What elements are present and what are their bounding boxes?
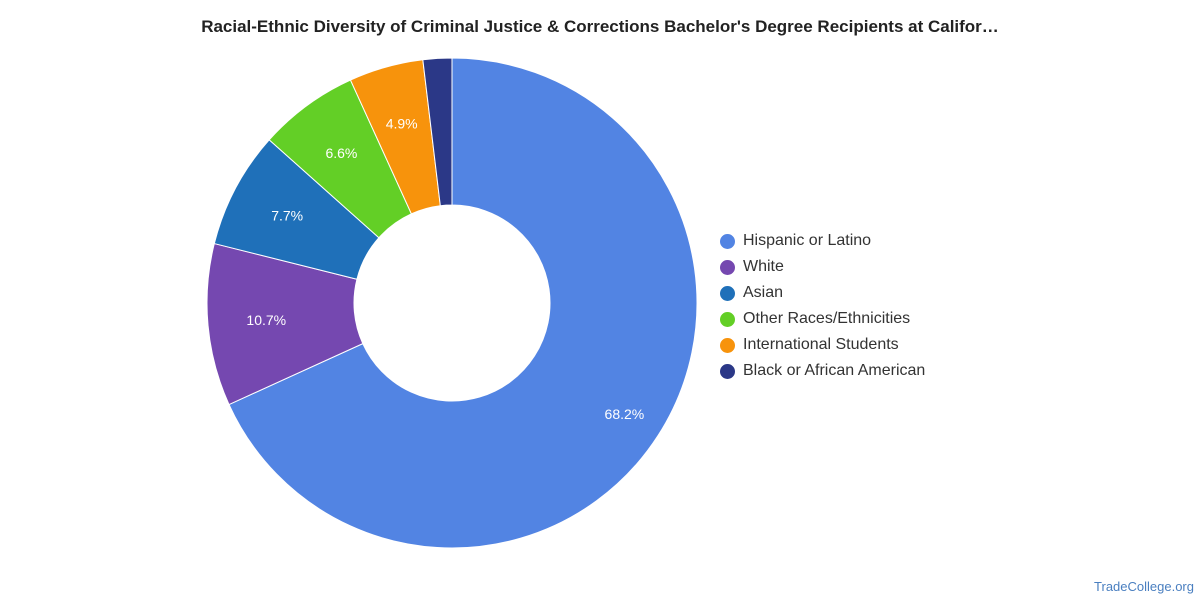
legend-item-white[interactable]: White	[720, 254, 925, 280]
legend-item-hispanic-or-latino[interactable]: Hispanic or Latino	[720, 228, 925, 254]
legend-swatch	[720, 311, 735, 327]
legend-label: Asian	[743, 284, 784, 301]
legend-swatch	[720, 285, 735, 301]
legend-swatch	[720, 363, 735, 379]
data-label-hispanic-or-latino: 68.2%	[605, 406, 645, 422]
data-label-white: 10.7%	[246, 312, 286, 328]
legend-swatch	[720, 259, 735, 275]
legend-label: White	[743, 258, 784, 275]
legend-label: International Students	[743, 336, 899, 353]
legend-swatch	[720, 337, 735, 353]
legend-label: Other Races/Ethnicities	[743, 310, 911, 327]
slice-black-or-african-american	[422, 57, 453, 207]
data-label-asian: 7.7%	[271, 208, 303, 224]
legend-label: Hispanic or Latino	[743, 232, 872, 249]
legend-swatch	[720, 233, 735, 249]
legend-item-other-races-ethnicities[interactable]: Other Races/Ethnicities	[720, 306, 925, 332]
legend-label: Black or African American	[743, 362, 926, 379]
legend: Hispanic or Latino White Asian Other Races/…	[720, 228, 925, 384]
legend-item-black-or-african-american[interactable]: Black or African American	[720, 358, 925, 384]
donut-slices	[206, 57, 698, 549]
slice-white	[206, 242, 364, 406]
legend-item-international-students[interactable]: International Students	[720, 332, 925, 358]
slice-labels: 68.2% 10.7% 7.7% 6.6% 4.9%	[246, 115, 644, 422]
data-label-international-students: 4.9%	[386, 115, 418, 131]
slice-hispanic-or-latino	[228, 57, 698, 549]
source-credit: TradeCollege.org	[1094, 579, 1194, 594]
data-label-other-races-ethnicities: 6.6%	[325, 145, 357, 161]
legend-item-asian[interactable]: Asian	[720, 280, 925, 306]
chart-title: Racial-Ethnic Diversity of Criminal Just…	[201, 17, 999, 36]
